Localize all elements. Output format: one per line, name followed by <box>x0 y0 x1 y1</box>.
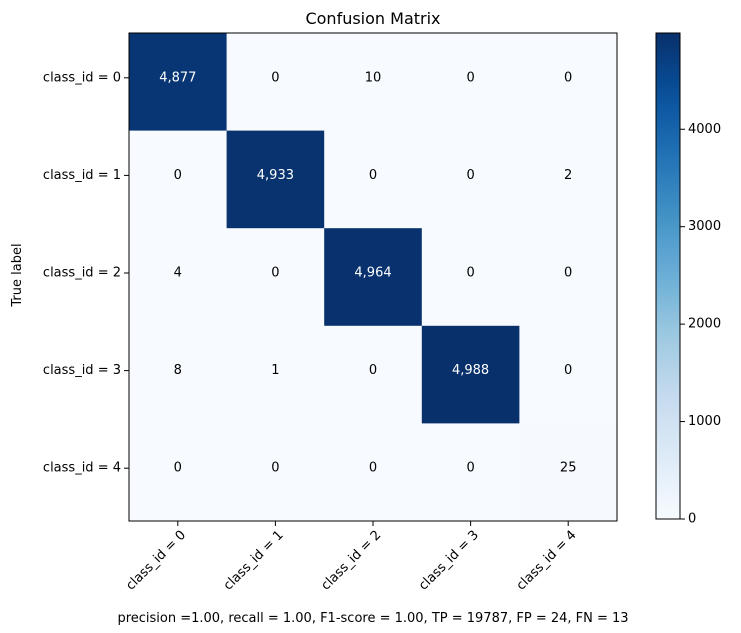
heatmap-cell <box>129 423 228 522</box>
heatmap-cell <box>129 325 228 424</box>
colorbar-tick-label: 2000 <box>688 317 721 332</box>
colorbar-tick-label: 4000 <box>688 122 721 137</box>
cell-value: 0 <box>564 363 572 378</box>
cell-value: 4,877 <box>159 70 196 85</box>
y-tick-label: class_id = 1 <box>43 168 121 183</box>
cell-value: 0 <box>466 266 474 281</box>
heatmap-cell <box>421 228 520 327</box>
cell-value: 4 <box>174 266 182 281</box>
heatmap-cell <box>129 228 228 327</box>
heatmap-cell <box>519 423 618 522</box>
cell-value: 0 <box>174 461 182 476</box>
cell-value: 10 <box>365 70 382 85</box>
heatmap-cell <box>421 423 520 522</box>
cell-value: 2 <box>564 168 572 183</box>
heatmap-cell <box>324 130 423 229</box>
heatmap-cell <box>324 33 423 132</box>
cell-value: 0 <box>271 266 279 281</box>
heatmap-cell <box>226 33 325 132</box>
heatmap-cell <box>324 423 423 522</box>
heatmap-cell <box>324 228 423 327</box>
heatmap-cell <box>421 33 520 132</box>
heatmap-cell <box>226 423 325 522</box>
heatmap-cell <box>519 130 618 229</box>
cell-value: 0 <box>174 168 182 183</box>
cell-value: 8 <box>174 363 182 378</box>
heatmap-cell <box>421 130 520 229</box>
cell-value: 1 <box>271 363 279 378</box>
cell-value: 25 <box>560 461 577 476</box>
colorbar <box>655 32 681 520</box>
cell-value: 0 <box>466 168 474 183</box>
cell-value: 4,933 <box>257 168 294 183</box>
heatmap-cell <box>519 325 618 424</box>
heatmap-cell <box>129 130 228 229</box>
heatmap-cell <box>519 228 618 327</box>
y-tick-label: class_id = 3 <box>43 363 121 378</box>
y-tick-label: class_id = 2 <box>43 266 121 281</box>
y-axis-label: True label <box>10 243 25 307</box>
x-tick-label: class_id = 1 <box>221 528 287 594</box>
colorbar-tick-label: 0 <box>688 512 696 527</box>
heatmap-cell <box>129 33 228 132</box>
x-tick-label: class_id = 0 <box>123 528 189 594</box>
metrics-summary: precision =1.00, recall = 1.00, F1-score… <box>117 611 628 626</box>
cell-value: 4,988 <box>452 363 489 378</box>
heatmap-cell <box>226 325 325 424</box>
heatmap-cell <box>324 325 423 424</box>
cell-value: 4,964 <box>354 266 391 281</box>
cell-value: 0 <box>369 363 377 378</box>
cell-value: 0 <box>466 70 474 85</box>
heatmap-cell <box>519 33 618 132</box>
colorbar-tick-label: 1000 <box>688 414 721 429</box>
cell-value: 0 <box>564 266 572 281</box>
x-tick-label: class_id = 2 <box>318 528 384 594</box>
x-tick-label: class_id = 3 <box>416 528 482 594</box>
heatmap-cell <box>226 130 325 229</box>
cell-value: 0 <box>271 70 279 85</box>
chart-title: Confusion Matrix <box>305 9 440 28</box>
cell-value: 0 <box>369 461 377 476</box>
cell-value: 0 <box>564 70 572 85</box>
x-tick-label: class_id = 4 <box>514 528 580 594</box>
cell-value: 0 <box>466 461 474 476</box>
colorbar-tick-label: 3000 <box>688 219 721 234</box>
heatmap-cell <box>421 325 520 424</box>
y-tick-label: class_id = 4 <box>43 461 121 476</box>
heatmap-cell <box>226 228 325 327</box>
cell-value: 0 <box>369 168 377 183</box>
y-tick-label: class_id = 0 <box>43 70 121 85</box>
cell-value: 0 <box>271 461 279 476</box>
